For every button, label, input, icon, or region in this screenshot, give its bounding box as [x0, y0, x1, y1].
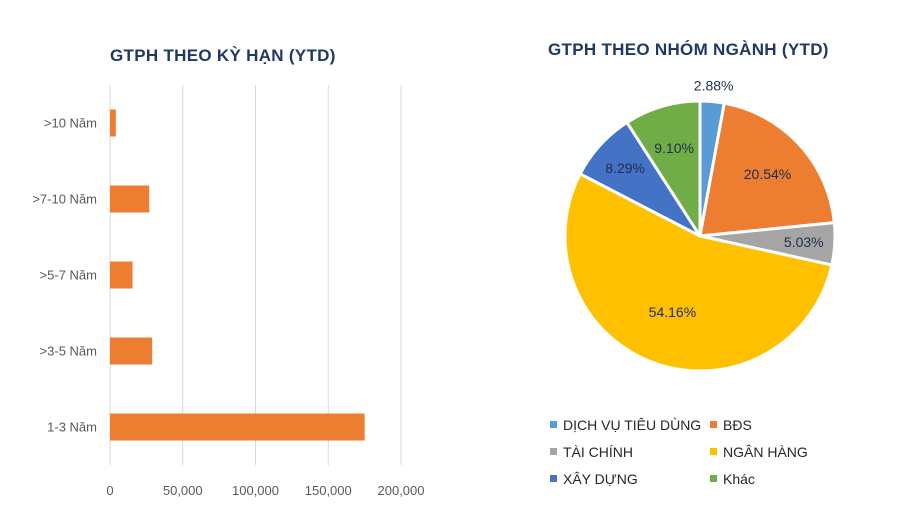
- legend-label: TÀI CHÍNH: [563, 443, 633, 460]
- slice-data-label: 9.10%: [654, 140, 694, 156]
- bar: [110, 413, 365, 441]
- y-tick-label: >5-7 Năm: [40, 268, 97, 283]
- slice-data-label: 54.16%: [649, 304, 696, 320]
- legend-label: XÂY DỰNG: [563, 470, 638, 487]
- x-tick-label: 150,000: [305, 483, 352, 498]
- legend-swatch: [550, 475, 557, 482]
- legend-entry: NGÂN HÀNG: [710, 443, 870, 460]
- pie-slice: [563, 172, 834, 373]
- slice-data-label: 20.54%: [744, 166, 791, 182]
- legend-swatch: [550, 448, 557, 455]
- bar: [110, 185, 150, 213]
- legend-label: NGÂN HÀNG: [723, 443, 808, 460]
- legend-entry: Khác: [710, 470, 870, 487]
- pie-slice: [625, 99, 702, 238]
- x-tick-label: 100,000: [232, 483, 279, 498]
- legend-swatch: [550, 421, 557, 428]
- y-tick-label: >3-5 Năm: [40, 344, 97, 359]
- bar: [110, 337, 153, 365]
- y-tick-label: >7-10 Năm: [32, 192, 97, 207]
- x-tick-label: 0: [106, 483, 113, 498]
- pie-slice: [698, 101, 836, 238]
- legend-label: DỊCH VỤ TIÊU DÙNG: [563, 416, 702, 433]
- x-tick-label: 200,000: [378, 483, 425, 498]
- y-tick-label: 1-3 Năm: [47, 420, 97, 435]
- pie-chart-title: GTPH THEO NHÓM NGÀNH (YTD): [548, 40, 829, 59]
- legend-entry: DỊCH VỤ TIÊU DÙNG: [550, 416, 710, 433]
- x-tick-label: 50,000: [163, 483, 203, 498]
- bar: [110, 261, 133, 289]
- pie-legend: DỊCH VỤ TIÊU DÙNG BĐS TÀI CHÍNH NGÂN HÀNG XÂ…: [550, 416, 880, 487]
- slice-data-label: 5.03%: [784, 234, 824, 250]
- legend-entry: BĐS: [710, 416, 870, 433]
- bar: [110, 109, 116, 137]
- slice-data-label: 8.29%: [605, 160, 645, 176]
- legend-entry: XÂY DỰNG: [550, 470, 710, 487]
- legend-swatch: [710, 448, 717, 455]
- slice-data-label: 2.88%: [694, 77, 734, 93]
- y-tick-label: >10 Năm: [44, 116, 97, 131]
- legend-entry: TÀI CHÍNH: [550, 443, 710, 460]
- legend-label: BĐS: [723, 416, 752, 433]
- legend-swatch: [710, 475, 717, 482]
- legend-label: Khác: [723, 470, 755, 487]
- legend-swatch: [710, 421, 717, 428]
- bar-chart-title: GTPH THEO KỲ HẠN (YTD): [110, 46, 336, 65]
